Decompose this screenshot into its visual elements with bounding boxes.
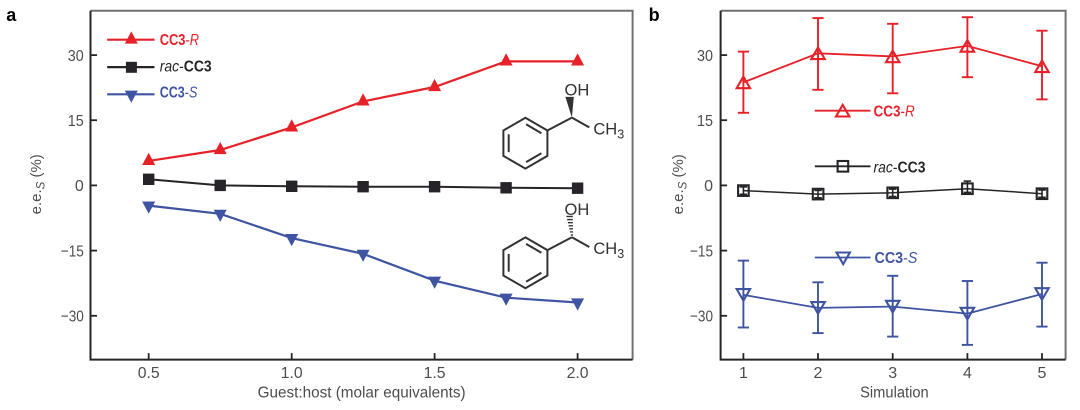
svg-text:CC3-S: CC3-S	[160, 85, 198, 102]
svg-text:e.e.S (%): e.e.S (%)	[28, 154, 47, 214]
svg-text:0: 0	[704, 178, 713, 195]
svg-text:5: 5	[1038, 365, 1047, 382]
svg-text:OH: OH	[565, 81, 590, 99]
svg-text:1.0: 1.0	[281, 365, 303, 382]
svg-text:1: 1	[739, 365, 748, 382]
svg-text:e.e.S (%): e.e.S (%)	[670, 154, 689, 214]
svg-text:Guest:host (molar equivalents): Guest:host (molar equivalents)	[258, 385, 466, 402]
svg-text:rac-CC3: rac-CC3	[160, 59, 212, 76]
svg-text:0.5: 0.5	[138, 365, 160, 382]
svg-text:Simulation: Simulation	[860, 385, 929, 402]
svg-text:30: 30	[68, 48, 84, 65]
svg-text:3: 3	[888, 365, 897, 382]
svg-text:1.5: 1.5	[424, 365, 446, 382]
svg-text:0: 0	[75, 178, 84, 195]
svg-text:CH3: CH3	[593, 120, 624, 141]
svg-text:4: 4	[963, 365, 972, 382]
svg-text:a: a	[6, 5, 17, 25]
svg-text:2: 2	[814, 365, 823, 382]
svg-text:15: 15	[697, 113, 713, 130]
svg-text:30: 30	[697, 48, 713, 65]
svg-text:−30: −30	[690, 308, 713, 325]
svg-text:OH: OH	[565, 201, 590, 219]
svg-text:−30: −30	[61, 308, 84, 325]
svg-text:−15: −15	[61, 243, 84, 260]
svg-text:CC3-R: CC3-R	[160, 32, 200, 49]
svg-text:15: 15	[68, 113, 84, 130]
svg-text:CC3-R: CC3-R	[874, 104, 916, 121]
svg-text:CH3: CH3	[593, 240, 624, 261]
svg-text:−15: −15	[690, 243, 713, 260]
svg-text:b: b	[649, 5, 660, 25]
svg-text:2.0: 2.0	[567, 365, 589, 382]
svg-text:CC3-S: CC3-S	[875, 250, 918, 267]
svg-text:rac-CC3: rac-CC3	[874, 159, 926, 176]
